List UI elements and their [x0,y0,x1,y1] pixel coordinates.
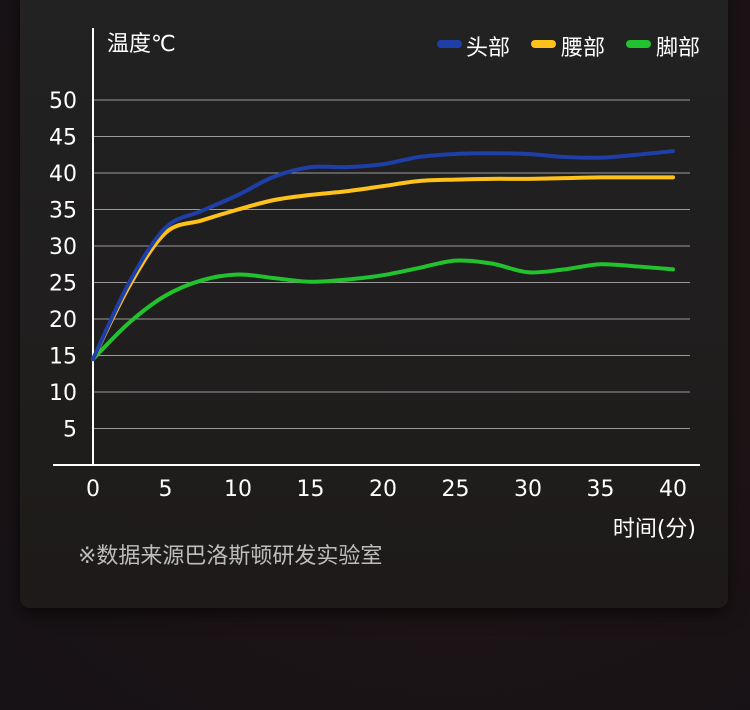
y-tick-label: 35 [49,199,77,224]
x-tick-label: 25 [442,477,470,502]
x-tick-label: 30 [514,477,542,502]
legend-label-1: 腰部 [561,36,605,61]
series-lines [91,149,675,362]
y-tick-label: 20 [49,308,77,333]
legend-swatch-0 [437,40,462,48]
axes [53,28,700,466]
chart-legend: 头部 腰部 脚部 [437,36,700,61]
y-tick-label: 15 [49,345,77,370]
y-axis-label: 温度℃ [107,32,176,57]
x-tick-label: 15 [297,477,325,502]
x-tick-label: 35 [587,477,615,502]
x-tick-label: 5 [159,477,173,502]
grid-lines [93,99,690,429]
source-note: ※数据来源巴洛斯顿研发实验室 [78,544,382,569]
legend-label-2: 脚部 [656,36,700,61]
x-tick-label: 40 [659,477,687,502]
x-tick-label: 10 [224,477,252,502]
legend-label-0: 头部 [466,36,510,61]
legend-swatch-2 [626,40,651,48]
x-axis-label: 时间(分) [613,517,696,542]
y-tick-label: 50 [49,89,77,114]
series-line-2 [91,258,675,362]
chart-card [20,0,728,608]
y-tick-label: 30 [49,235,77,260]
series-line-0 [91,149,675,362]
y-tick-label: 5 [63,418,77,443]
tick-labels: 5 10 15 20 25 30 35 40 45 50 0 5 10 15 20 25 30 35 40 [49,89,687,502]
x-tick-label: 20 [369,477,397,502]
y-tick-label: 40 [49,162,77,187]
series-line-1 [91,175,675,362]
legend-swatch-1 [531,40,556,48]
y-tick-label: 10 [49,381,77,406]
x-tick-label: 0 [86,477,100,502]
y-tick-label: 25 [49,272,77,297]
y-tick-label: 45 [49,126,77,151]
